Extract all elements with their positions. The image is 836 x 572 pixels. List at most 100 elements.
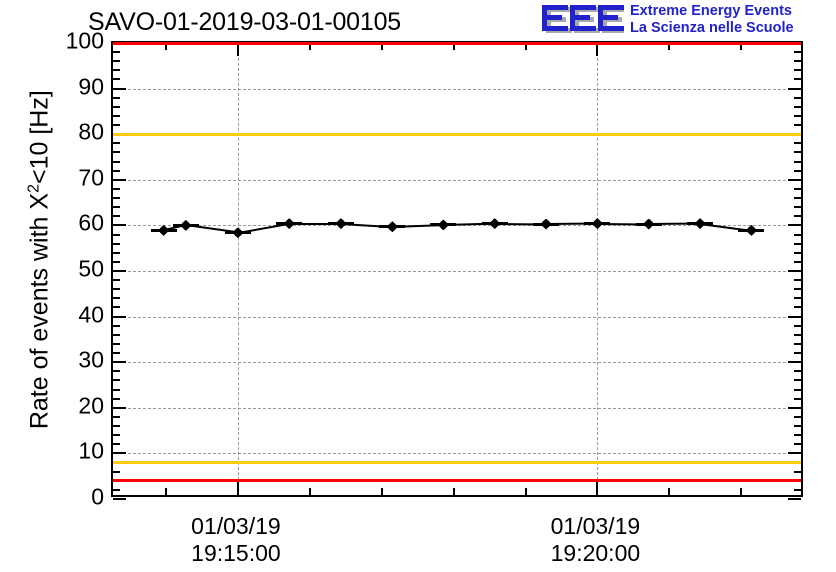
y-major-tick [113,270,126,272]
y-major-tick [113,361,126,364]
y-minor-tick [113,288,120,291]
y-minor-tick [794,470,801,473]
data-point-marker[interactable] [694,218,706,230]
y-minor-tick [113,388,120,391]
y-minor-tick [113,470,120,473]
y-minor-tick [113,488,120,491]
y-tick-label: 100 [65,27,104,54]
y-minor-tick [113,342,120,345]
data-point-marker[interactable] [745,224,757,236]
x-tick-label: 01/03/19 19:15:00 [191,513,281,567]
y-minor-tick [113,51,120,54]
upper-yellow-limit [113,132,801,136]
y-minor-tick [794,288,801,291]
data-point-marker[interactable] [283,218,295,230]
data-point-marker[interactable] [540,218,552,230]
logo-caption-line2: La Scienza nelle Scuole [630,19,794,36]
y-minor-tick [794,142,801,145]
y-minor-tick [794,233,801,236]
y-gridline [113,88,801,90]
y-major-tick [113,406,126,409]
y-minor-tick [794,51,801,54]
data-point-marker[interactable] [643,218,655,230]
data-point-marker[interactable] [180,219,192,231]
y-minor-tick [113,279,120,282]
x-minor-tick [452,43,455,50]
x-major-tick [236,482,239,495]
y-gridline [113,407,801,409]
y-minor-tick [794,488,801,491]
y-minor-tick [794,324,801,327]
data-point-marker[interactable] [437,219,449,231]
logo-caption-line1: Extreme Energy Events [630,3,792,19]
y-minor-tick [113,206,120,209]
y-tick-label: 60 [78,209,104,236]
y-minor-tick [794,215,801,218]
y-minor-tick [794,169,801,172]
x-minor-tick [740,488,743,495]
eee-logo: Extreme Energy Events La Scienza nelle S… [540,2,836,38]
y-major-tick [788,315,801,318]
y-minor-tick [113,114,120,117]
y-tick-label: 30 [78,346,104,373]
x-gridline [597,43,599,495]
upper-red-limit [113,41,801,45]
y-minor-tick [794,297,801,300]
plot-area [111,41,803,500]
y-minor-tick [113,96,120,99]
y-major-tick [113,178,126,181]
y-minor-tick [794,114,801,117]
y-major-tick [788,452,801,455]
y-minor-tick [113,297,120,300]
data-point-marker[interactable] [158,224,170,236]
data-point-marker[interactable] [591,218,603,230]
y-minor-tick [794,160,801,163]
x-minor-tick [740,43,743,50]
y-minor-tick [794,379,801,382]
data-point-marker[interactable] [335,218,347,230]
y-minor-tick [794,443,801,446]
y-minor-tick [794,124,801,127]
y-major-tick [788,224,801,227]
data-point-marker[interactable] [386,221,398,233]
y-minor-tick [113,142,120,145]
x-minor-tick [380,43,383,50]
y-minor-tick [794,342,801,345]
y-major-tick [113,315,126,318]
lower-yellow-limit [113,461,801,465]
y-minor-tick [794,352,801,355]
y-minor-tick [113,434,120,437]
y-minor-tick [113,425,120,428]
y-major-tick [788,270,801,272]
x-minor-tick [165,43,168,50]
y-minor-tick [794,397,801,400]
y-tick-label: 20 [78,392,104,419]
y-minor-tick [113,69,120,72]
x-tick-label-time: 19:15:00 [191,540,281,566]
x-minor-tick [380,488,383,495]
y-major-tick [788,87,801,90]
y-tick-label: 40 [78,301,104,328]
y-tick-label: 70 [78,164,104,191]
y-minor-tick [794,78,801,81]
x-minor-tick [524,43,527,50]
y-major-tick [113,452,126,455]
y-minor-tick [113,215,120,218]
y-minor-tick [113,187,120,190]
y-gridline [113,225,801,227]
y-minor-tick [794,333,801,336]
x-minor-tick [668,43,671,50]
y-minor-tick [794,187,801,190]
data-point-marker[interactable] [232,227,244,239]
y-minor-tick [794,105,801,108]
y-gridline [113,179,801,181]
x-gridline [237,43,239,495]
y-minor-tick [794,60,801,63]
y-tick-label: 50 [78,255,104,282]
y-major-tick [788,498,801,500]
y-minor-tick [113,242,120,245]
y-minor-tick [113,151,120,154]
lower-red-limit [113,479,801,483]
data-point-marker[interactable] [489,218,501,230]
